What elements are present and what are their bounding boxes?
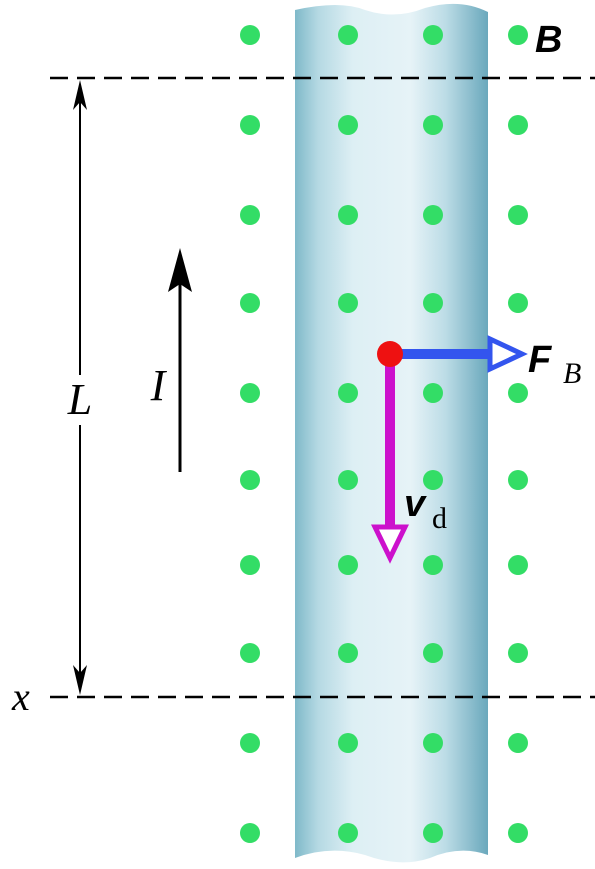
field-dot xyxy=(423,733,443,753)
field-dot xyxy=(508,823,528,843)
field-dot xyxy=(240,383,260,403)
position-label: x xyxy=(11,674,30,719)
current-label: I xyxy=(150,361,168,410)
field-dot xyxy=(508,25,528,45)
field-dot xyxy=(338,383,358,403)
field-dot xyxy=(338,555,358,575)
force-label: F xyxy=(528,339,553,381)
field-dot xyxy=(338,643,358,663)
field-dot xyxy=(423,470,443,490)
field-dot xyxy=(240,25,260,45)
arrowhead xyxy=(371,524,409,564)
arrowhead xyxy=(73,665,87,695)
field-dot xyxy=(423,205,443,225)
field-dot xyxy=(423,643,443,663)
field-dot xyxy=(508,470,528,490)
arrowhead xyxy=(487,335,528,373)
field-dot xyxy=(338,115,358,135)
arrowhead xyxy=(168,248,192,292)
length-label: L xyxy=(67,375,92,424)
field-dot xyxy=(508,115,528,135)
field-dot xyxy=(508,733,528,753)
field-dot xyxy=(338,205,358,225)
field-dot xyxy=(240,115,260,135)
force-subscript: B xyxy=(563,357,581,390)
field-dot xyxy=(423,383,443,403)
field-dot xyxy=(240,293,260,313)
field-label: B xyxy=(535,19,562,61)
field-dot xyxy=(240,643,260,663)
field-dot xyxy=(338,293,358,313)
field-dot xyxy=(508,293,528,313)
field-dot xyxy=(508,643,528,663)
field-dot xyxy=(240,823,260,843)
field-dot xyxy=(508,205,528,225)
field-dot xyxy=(338,733,358,753)
field-dot xyxy=(240,555,260,575)
field-dot xyxy=(423,823,443,843)
velocity-label: v xyxy=(404,483,427,525)
field-dot xyxy=(423,293,443,313)
field-dot xyxy=(240,733,260,753)
charge xyxy=(377,341,403,367)
field-dot xyxy=(338,823,358,843)
field-dot xyxy=(240,205,260,225)
field-dot xyxy=(508,555,528,575)
field-dot xyxy=(423,555,443,575)
field-dot xyxy=(423,25,443,45)
field-dot xyxy=(423,115,443,135)
field-dot xyxy=(338,25,358,45)
velocity-subscript: d xyxy=(432,502,447,535)
field-dot xyxy=(240,470,260,490)
arrowhead xyxy=(73,80,87,110)
field-dot xyxy=(338,470,358,490)
field-dots xyxy=(240,25,528,843)
label-background xyxy=(60,375,102,425)
field-dot xyxy=(508,383,528,403)
